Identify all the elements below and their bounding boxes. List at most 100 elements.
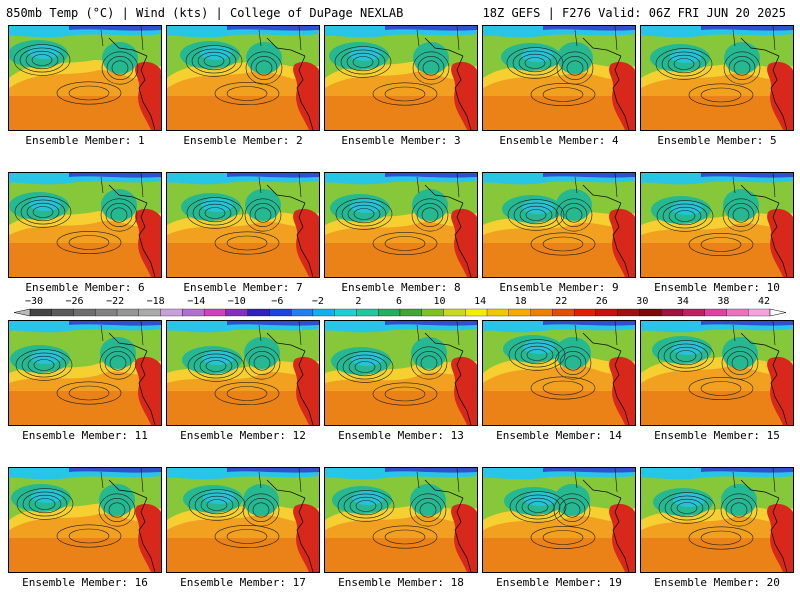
colorbar-segment	[617, 308, 640, 317]
ensemble-map-panel	[324, 467, 478, 573]
ensemble-map-panel	[8, 25, 162, 131]
colorbar-segment	[682, 308, 705, 317]
colorbar-segment	[334, 308, 357, 317]
ensemble-member-label: Ensemble Member: 6	[25, 281, 145, 294]
colorbar-segment	[465, 308, 488, 317]
ensemble-map-panel	[482, 467, 636, 573]
ensemble-member-label: Ensemble Member: 14	[496, 429, 622, 442]
temperature-colorbar	[13, 308, 787, 317]
temperature-map	[483, 26, 635, 130]
ensemble-member-label: Ensemble Member: 3	[341, 134, 461, 147]
run-valid-time: 18Z GEFS | F276 Valid: 06Z FRI JUN 20 20…	[482, 6, 786, 20]
temperature-map	[641, 321, 793, 425]
ensemble-member-label: Ensemble Member: 9	[499, 281, 619, 294]
colorbar-segment	[573, 308, 597, 317]
ensemble-member-label: Ensemble Member: 18	[338, 576, 464, 589]
ensemble-map-panel	[324, 172, 478, 278]
temperature-map	[167, 173, 319, 277]
temperature-map	[167, 468, 319, 572]
ensemble-map-panel	[8, 320, 162, 426]
colorbar-segment	[595, 308, 618, 317]
temperature-map	[325, 26, 477, 130]
colorbar-segment	[138, 308, 161, 317]
ensemble-member-label: Ensemble Member: 7	[183, 281, 303, 294]
temperature-map	[325, 173, 477, 277]
ensemble-map-panel	[166, 320, 320, 426]
colorbar-tick-label: 38	[717, 296, 730, 307]
chart-title: 850mb Temp (°C) | Wind (kts) | College o…	[6, 6, 404, 20]
ensemble-map-panel	[640, 467, 794, 573]
colorbar-tick-label: −30	[24, 296, 44, 307]
colorbar-segment	[291, 308, 314, 317]
temperature-map	[641, 468, 793, 572]
ensemble-member-label: Ensemble Member: 8	[341, 281, 461, 294]
ensemble-member-label: Ensemble Member: 2	[183, 134, 303, 147]
colorbar-segment	[203, 308, 227, 317]
ensemble-map-panel	[8, 172, 162, 278]
colorbar-segment	[29, 308, 52, 317]
colorbar-segment	[399, 308, 422, 317]
colorbar-segment	[748, 308, 771, 317]
colorbar-tick-label: −10	[227, 296, 246, 307]
ensemble-map-panel	[640, 320, 794, 426]
colorbar-tick-label: 6	[395, 296, 403, 307]
ensemble-member-label: Ensemble Member: 11	[22, 429, 148, 442]
colorbar-segment	[182, 308, 205, 317]
temperature-map	[641, 173, 793, 277]
ensemble-map-panel	[482, 25, 636, 131]
colorbar-segment	[356, 308, 379, 317]
colorbar-segment	[508, 308, 531, 317]
ensemble-map-panel	[482, 320, 636, 426]
ensemble-member-label: Ensemble Member: 4	[499, 134, 619, 147]
colorbar-segment	[443, 308, 466, 317]
ensemble-member-label: Ensemble Member: 5	[657, 134, 777, 147]
colorbar-tick-label: 22	[555, 296, 568, 307]
colorbar-tick-label: 42	[757, 296, 771, 307]
ensemble-map-panel	[8, 467, 162, 573]
colorbar-segment	[73, 308, 96, 317]
colorbar-right-arrow	[769, 308, 787, 317]
colorbar-segment	[269, 308, 292, 317]
temperature-map	[9, 173, 161, 277]
colorbar-tick-label: 10	[433, 296, 446, 307]
colorbar-tick-label: 14	[474, 296, 487, 307]
ensemble-map-panel	[640, 172, 794, 278]
ensemble-member-label: Ensemble Member: 1	[25, 134, 145, 147]
ensemble-map-panel	[166, 25, 320, 131]
ensemble-member-label: Ensemble Member: 19	[496, 576, 622, 589]
ensemble-member-label: Ensemble Member: 10	[654, 281, 780, 294]
colorbar-tick-label: −2	[311, 296, 324, 307]
ensemble-member-label: Ensemble Member: 17	[180, 576, 306, 589]
ensemble-map-panel	[640, 25, 794, 131]
ensemble-member-label: Ensemble Member: 15	[654, 429, 780, 442]
ensemble-map-panel	[166, 467, 320, 573]
temperature-map	[483, 173, 635, 277]
ensemble-member-label: Ensemble Member: 16	[22, 576, 148, 589]
temperature-map	[641, 26, 793, 130]
colorbar-segment	[378, 308, 401, 317]
colorbar-segment	[95, 308, 118, 317]
colorbar-segment	[312, 308, 335, 317]
colorbar-tick-label: 18	[514, 296, 527, 307]
ensemble-map-panel	[166, 172, 320, 278]
colorbar-segment	[530, 308, 553, 317]
colorbar-segment	[486, 308, 509, 317]
colorbar-tick-label: 2	[355, 296, 362, 307]
colorbar-segment	[661, 308, 684, 317]
temperature-map	[9, 468, 161, 572]
colorbar-segment	[116, 308, 139, 317]
colorbar-tick-label: 26	[595, 296, 608, 307]
temperature-map	[9, 26, 161, 130]
temperature-map	[9, 321, 161, 425]
ensemble-member-label: Ensemble Member: 20	[654, 576, 780, 589]
colorbar-segment	[552, 308, 575, 317]
colorbar-left-arrow	[13, 308, 31, 317]
colorbar-segment	[51, 308, 74, 317]
colorbar-tick-label: −22	[106, 296, 125, 307]
ensemble-map-panel	[482, 172, 636, 278]
colorbar-segment	[639, 308, 662, 317]
temperature-map	[483, 321, 635, 425]
colorbar-tick-label: −14	[187, 296, 206, 307]
colorbar-tick-label: 34	[676, 296, 689, 307]
temperature-map	[325, 321, 477, 425]
